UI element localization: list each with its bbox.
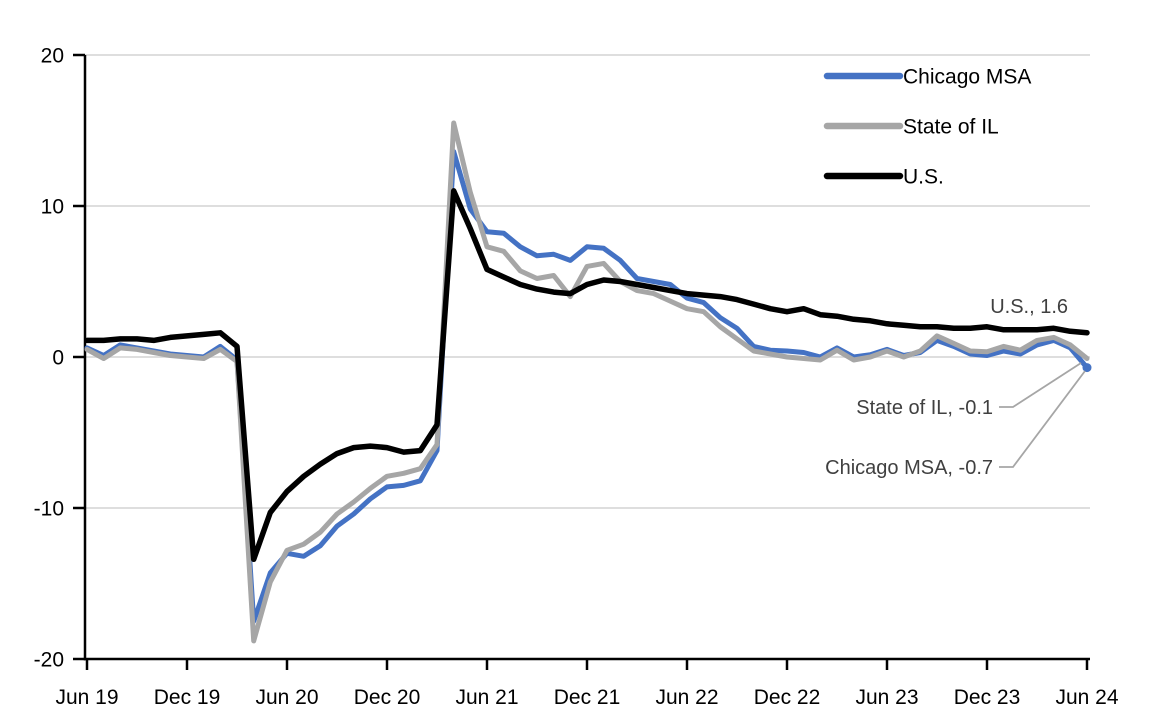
x-tick-label: Jun 20	[255, 686, 318, 709]
legend-label-chicago-msa: Chicago MSA	[903, 66, 1031, 89]
series-end-marker	[1082, 363, 1092, 373]
x-tick-label: Dec 23	[954, 686, 1021, 709]
y-tick-label: 10	[41, 196, 64, 219]
annotation-leader-line	[999, 362, 1082, 408]
x-tick-label: Dec 22	[754, 686, 821, 709]
x-tick-label: Jun 19	[55, 686, 118, 709]
legend-label-u-s: U.S.	[903, 166, 944, 189]
x-tick-label: Dec 20	[354, 686, 421, 709]
y-tick-label: 0	[52, 347, 64, 370]
annotation-label: Chicago MSA, -0.7	[825, 457, 993, 479]
annotation-label: State of IL, -0.1	[856, 397, 993, 419]
y-tick-label: 20	[41, 45, 64, 68]
annotation-label: U.S., 1.6	[990, 296, 1068, 318]
series-line-u-s	[84, 188, 1090, 563]
annotation-leader-line	[999, 370, 1086, 468]
series-line-state-of-il	[84, 120, 1090, 644]
x-tick-label: Jun 24	[1055, 686, 1118, 709]
x-tick-label: Jun 22	[655, 686, 718, 709]
x-tick-label: Jun 23	[855, 686, 918, 709]
legend-label-state-of-il: State of IL	[903, 116, 999, 139]
x-tick-label: Jun 21	[455, 686, 518, 709]
y-tick-label: -10	[34, 498, 64, 521]
y-tick-label: -20	[34, 649, 64, 672]
x-tick-label: Dec 21	[554, 686, 621, 709]
x-tick-label: Dec 19	[154, 686, 221, 709]
